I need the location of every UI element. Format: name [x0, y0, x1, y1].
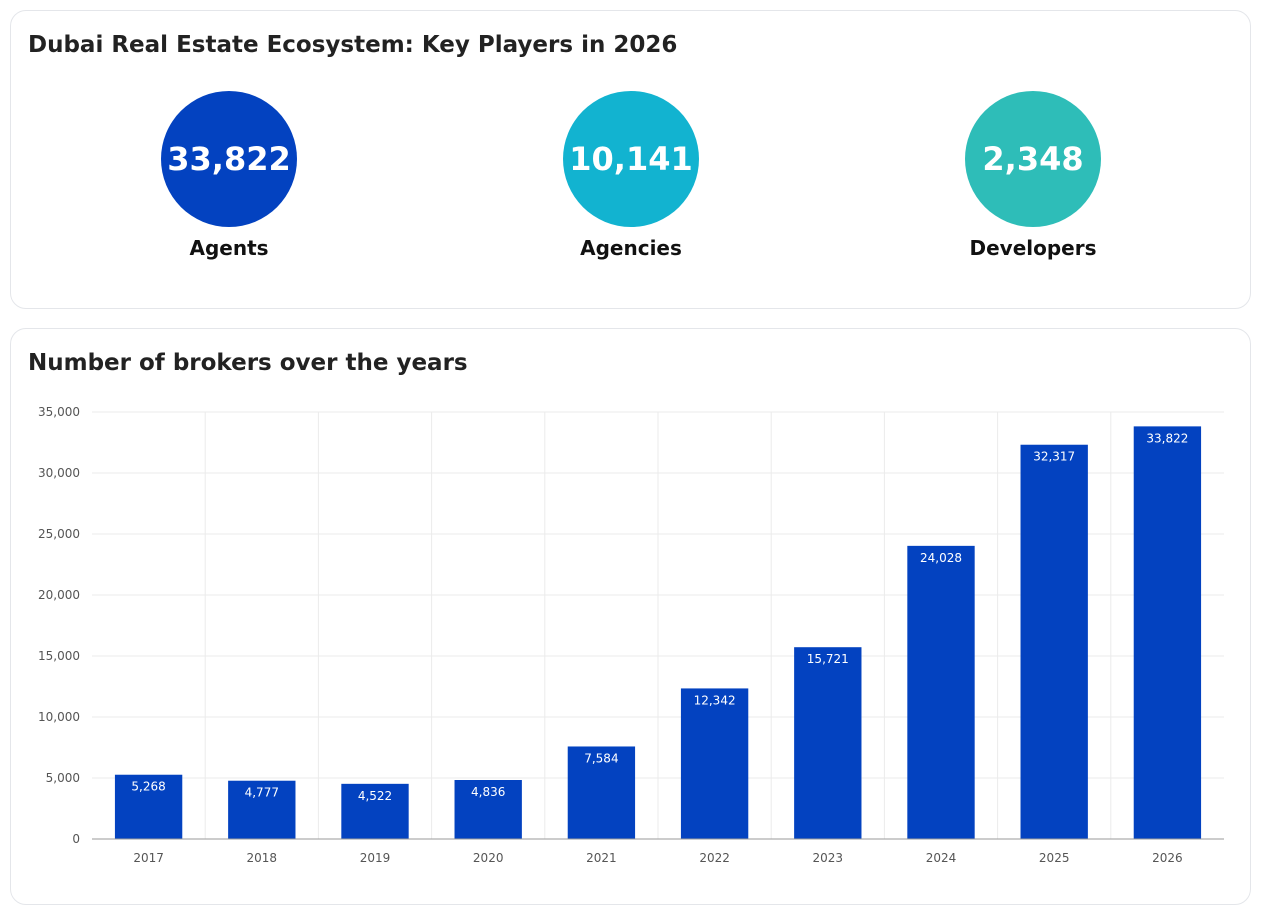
stat-developers-circle: 2,348	[965, 91, 1101, 227]
stat-agents: 33,822 Agents	[109, 91, 349, 260]
y-tick-label: 10,000	[38, 710, 80, 724]
bar-2022	[680, 688, 749, 839]
data-label-2020: 4,836	[471, 785, 505, 799]
stat-agencies-circle: 10,141	[563, 91, 699, 227]
bar-2026	[1133, 426, 1202, 839]
x-tick-label-2026: 2026	[1152, 851, 1183, 865]
x-tick-label-2022: 2022	[699, 851, 730, 865]
data-label-2019: 4,522	[358, 789, 392, 803]
x-tick-label-2021: 2021	[586, 851, 617, 865]
x-tick-label-2025: 2025	[1039, 851, 1070, 865]
bar-2020	[454, 780, 522, 839]
x-tick-label-2017: 2017	[133, 851, 164, 865]
x-tick-label-2018: 2018	[247, 851, 278, 865]
y-tick-label: 35,000	[38, 405, 80, 419]
stat-agencies-label: Agencies	[580, 236, 682, 260]
y-tick-label: 0	[72, 832, 80, 846]
data-label-2025: 32,317	[1033, 450, 1075, 464]
data-label-2026: 33,822	[1146, 431, 1188, 445]
bar-2024	[907, 545, 975, 839]
stat-agents-circle: 33,822	[161, 91, 297, 227]
x-tick-label-2023: 2023	[813, 851, 844, 865]
x-tick-label-2024: 2024	[926, 851, 957, 865]
y-tick-label: 25,000	[38, 527, 80, 541]
data-label-2023: 15,721	[807, 652, 849, 666]
y-tick-label: 20,000	[38, 588, 80, 602]
y-tick-label: 30,000	[38, 466, 80, 480]
brokers-chart-card: Number of brokers over the years 0 5,000 1…	[10, 328, 1251, 905]
bar-2021	[567, 746, 636, 839]
bar-2017	[114, 774, 183, 839]
bar-2023	[794, 647, 862, 839]
key-players-card: Dubai Real Estate Ecosystem: Key Players…	[10, 10, 1251, 309]
bar-2019	[341, 783, 409, 839]
y-tick-label: 15,000	[38, 649, 80, 663]
x-tick-label-2020: 2020	[473, 851, 504, 865]
brokers-chart-title: Number of brokers over the years	[28, 350, 468, 376]
stat-developers-label: Developers	[969, 236, 1097, 260]
key-players-title: Dubai Real Estate Ecosystem: Key Players…	[28, 32, 678, 58]
data-label-2024: 24,028	[920, 551, 962, 565]
y-tick-label: 5,000	[46, 771, 80, 785]
data-label-2022: 12,342	[694, 693, 736, 707]
bar-2018	[228, 780, 296, 839]
data-label-2018: 4,777	[245, 786, 279, 800]
data-label-2017: 5,268	[131, 780, 165, 794]
x-tick-label-2019: 2019	[360, 851, 391, 865]
data-label-2021: 7,584	[584, 751, 618, 765]
stat-agencies: 10,141 Agencies	[511, 91, 751, 260]
stat-agents-label: Agents	[189, 236, 269, 260]
bar-2025	[1020, 444, 1088, 839]
stat-developers: 2,348 Developers	[913, 91, 1153, 260]
brokers-bar-chart: 0 5,000 10,000 15,000 20,000 25,000 30,000 35,0…	[38, 405, 1224, 865]
